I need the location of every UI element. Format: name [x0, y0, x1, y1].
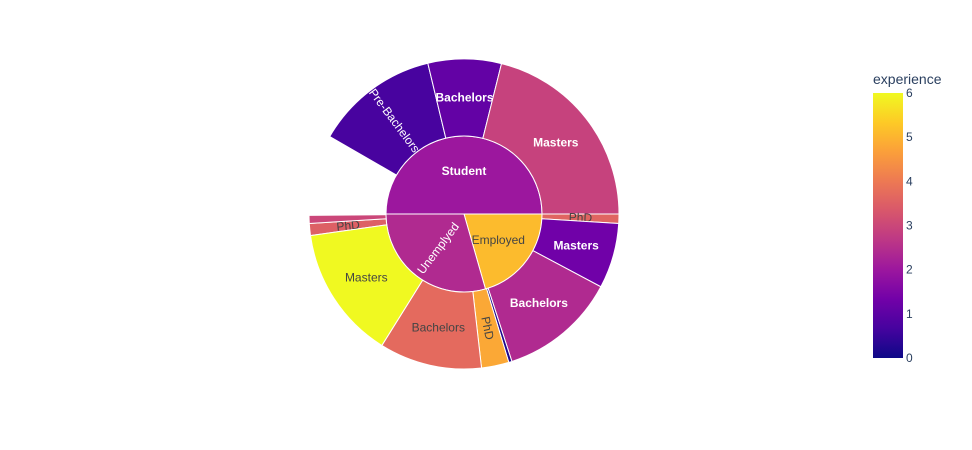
colorbar-tick-5: 5 — [906, 130, 913, 144]
colorbar-tick-3: 3 — [906, 219, 913, 233]
colorbar-tick-6: 6 — [906, 86, 913, 100]
sector-unemplyed-masters-label: Masters — [553, 239, 599, 253]
sector-employed-masters[interactable] — [309, 224, 424, 347]
sector-student-masters[interactable] — [482, 62, 620, 215]
sector-student-bachelors-label: Bachelors — [435, 91, 493, 105]
colorbar-tick-4: 4 — [906, 174, 913, 188]
sector-employed-phd-label: PhD — [478, 315, 496, 341]
sector-employed-bachelors-label: Bachelors — [412, 321, 465, 335]
sector-employed-label: Employed — [472, 233, 525, 247]
sector-employed-masters-label: Masters — [345, 270, 388, 284]
sector-student-minor-4[interactable] — [308, 214, 387, 224]
sector-student-masters-label: Masters — [533, 135, 579, 149]
colorbar: experience 0 1 2 3 4 5 6 — [873, 71, 942, 365]
colorbar-tick-0: 0 — [906, 351, 913, 365]
colorbar-tick-2: 2 — [906, 263, 913, 277]
sector-unemplyed-bachelors-label: Bachelors — [510, 296, 568, 310]
colorbar-tick-1: 1 — [906, 307, 913, 321]
sunburst-rings: StudentEmployedUnemplyedPhDPre-Bachelors… — [308, 58, 620, 370]
sector-student-label: Student — [442, 164, 487, 178]
colorbar-title: experience — [873, 71, 942, 87]
colorbar-gradient — [873, 93, 903, 358]
